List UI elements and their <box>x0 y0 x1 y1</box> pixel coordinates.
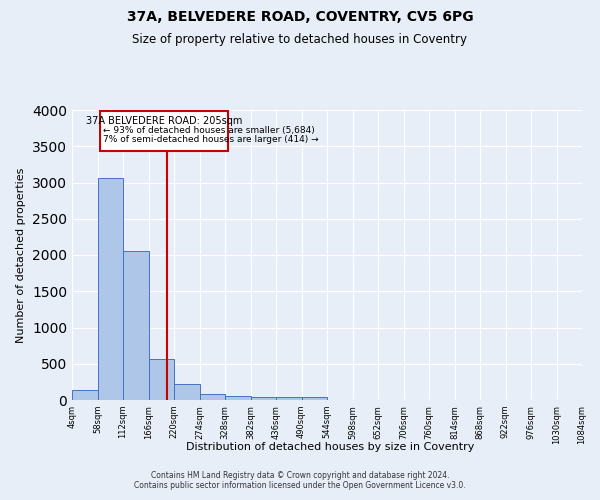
Bar <box>251 396 276 400</box>
Y-axis label: Number of detached properties: Number of detached properties <box>16 168 26 342</box>
Bar <box>123 250 149 400</box>
Text: Size of property relative to detached houses in Coventry: Size of property relative to detached ho… <box>133 32 467 46</box>
Bar <box>225 396 251 400</box>
Bar <box>302 396 327 400</box>
Bar <box>97 178 123 400</box>
Text: 37A BELVEDERE ROAD: 205sqm: 37A BELVEDERE ROAD: 205sqm <box>86 116 242 126</box>
Bar <box>149 358 174 400</box>
FancyBboxPatch shape <box>100 112 229 152</box>
Bar <box>276 396 302 400</box>
Bar <box>200 394 225 400</box>
Text: 7% of semi-detached houses are larger (414) →: 7% of semi-detached houses are larger (4… <box>103 136 319 144</box>
Bar <box>72 390 97 400</box>
Text: 37A, BELVEDERE ROAD, COVENTRY, CV5 6PG: 37A, BELVEDERE ROAD, COVENTRY, CV5 6PG <box>127 10 473 24</box>
Text: ← 93% of detached houses are smaller (5,684): ← 93% of detached houses are smaller (5,… <box>103 126 314 135</box>
Bar <box>174 384 199 400</box>
Text: Contains HM Land Registry data © Crown copyright and database right 2024.
Contai: Contains HM Land Registry data © Crown c… <box>134 470 466 490</box>
Text: Distribution of detached houses by size in Coventry: Distribution of detached houses by size … <box>186 442 474 452</box>
